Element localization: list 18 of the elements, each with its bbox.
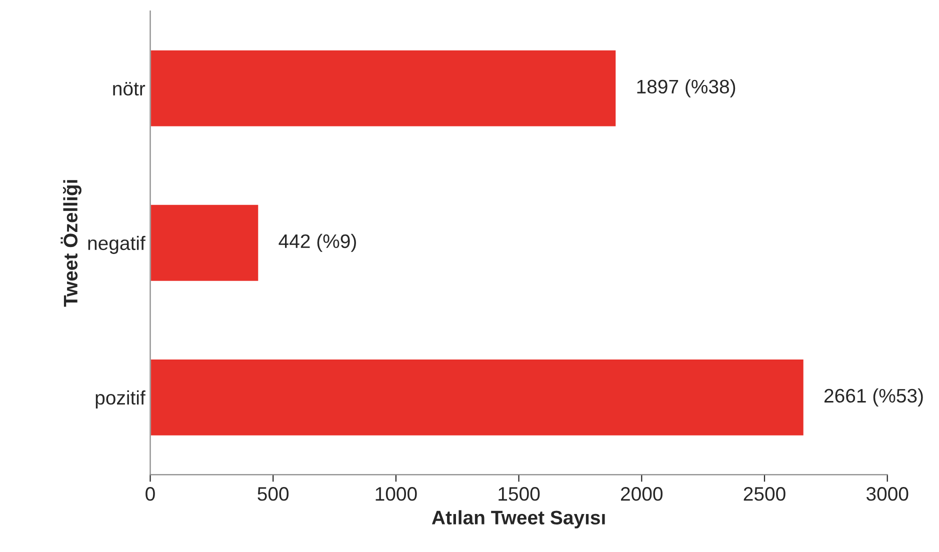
y-axis-title: Tweet Özelliği [60,180,82,307]
x-tick-label: 2000 [621,487,663,501]
x-tick-label: 2500 [744,487,786,501]
x-tick-label: 500 [258,487,289,501]
data-label: 442 (%9) [278,234,356,252]
bar [150,204,260,282]
bar [150,358,805,437]
y-tick-label: nötr [113,82,146,96]
x-tick-label: 0 [146,487,155,501]
y-tick-label: negatif [88,236,146,254]
y-tick-label: pozitif [96,390,146,409]
x-tick-label: 1500 [498,487,540,501]
x-axis-title: Atılan Tweet Sayısı [432,510,605,528]
data-label: 2661 (%53) [824,388,923,406]
bar [150,48,618,128]
x-tick-label: 3000 [866,487,908,501]
x-tick-label: 1000 [376,487,417,501]
data-label: 1897 (%38) [637,79,736,98]
